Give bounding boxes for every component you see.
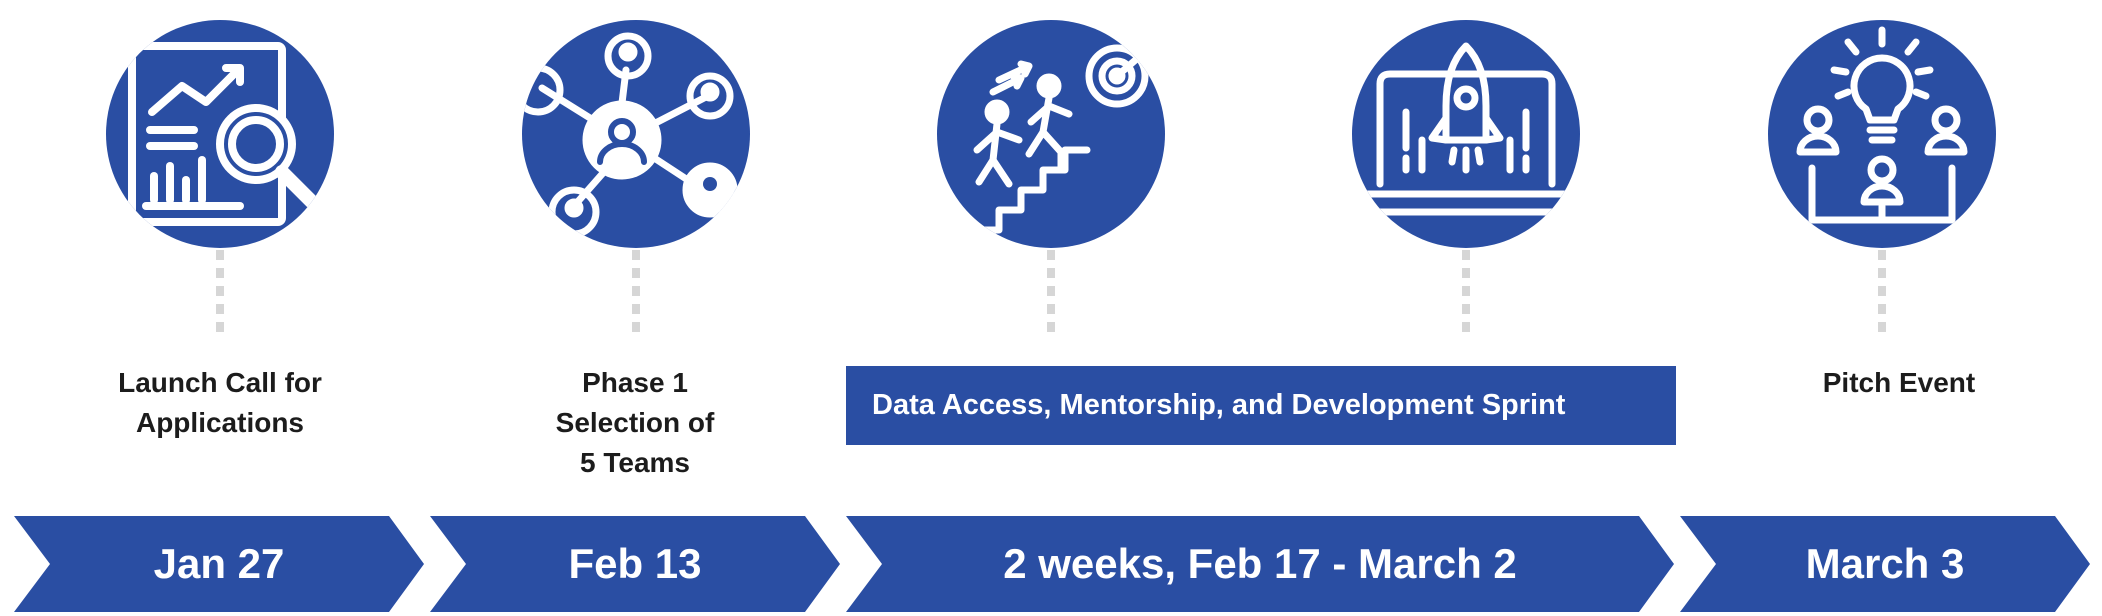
- sprint-band: Data Access, Mentorship, and Development…: [846, 366, 1676, 445]
- date-label-march-3: March 3: [1805, 540, 1965, 587]
- chevron-sprint: 2 weeks, Feb 17 - March 2: [846, 516, 1674, 612]
- analytics-magnifier-icon: [106, 20, 334, 248]
- rocket-laptop-icon: [1352, 20, 1580, 248]
- connector-1: [216, 250, 224, 338]
- chevron-march-3: March 3: [1680, 516, 2090, 612]
- timeline-chevron-row: Jan 27 Feb 13 2 weeks, Feb 17 - March 2 …: [0, 516, 2102, 612]
- date-label-jan-27: Jan 27: [153, 540, 285, 587]
- connector-3: [1047, 250, 1055, 338]
- connector-5: [1878, 250, 1886, 338]
- sprint-label: Data Access, Mentorship, and Development…: [872, 389, 1566, 421]
- milestone-label-launch: Launch Call for Applications: [118, 367, 322, 438]
- date-label-sprint: 2 weeks, Feb 17 - March 2: [1003, 540, 1517, 587]
- connector-2: [632, 250, 640, 338]
- chevron-feb-13: Feb 13: [430, 516, 840, 612]
- date-label-feb-13: Feb 13: [568, 540, 702, 587]
- climbing-stairs-target-icon: [937, 20, 1165, 248]
- network-people-icon: [522, 20, 750, 248]
- milestone-label-phase1: Phase 1 Selection of 5 Teams: [555, 367, 715, 478]
- idea-team-icon: [1768, 20, 1996, 248]
- milestone-label-pitch: Pitch Event: [1822, 367, 1976, 398]
- chevron-jan-27: Jan 27: [14, 516, 424, 612]
- connector-4: [1462, 250, 1470, 338]
